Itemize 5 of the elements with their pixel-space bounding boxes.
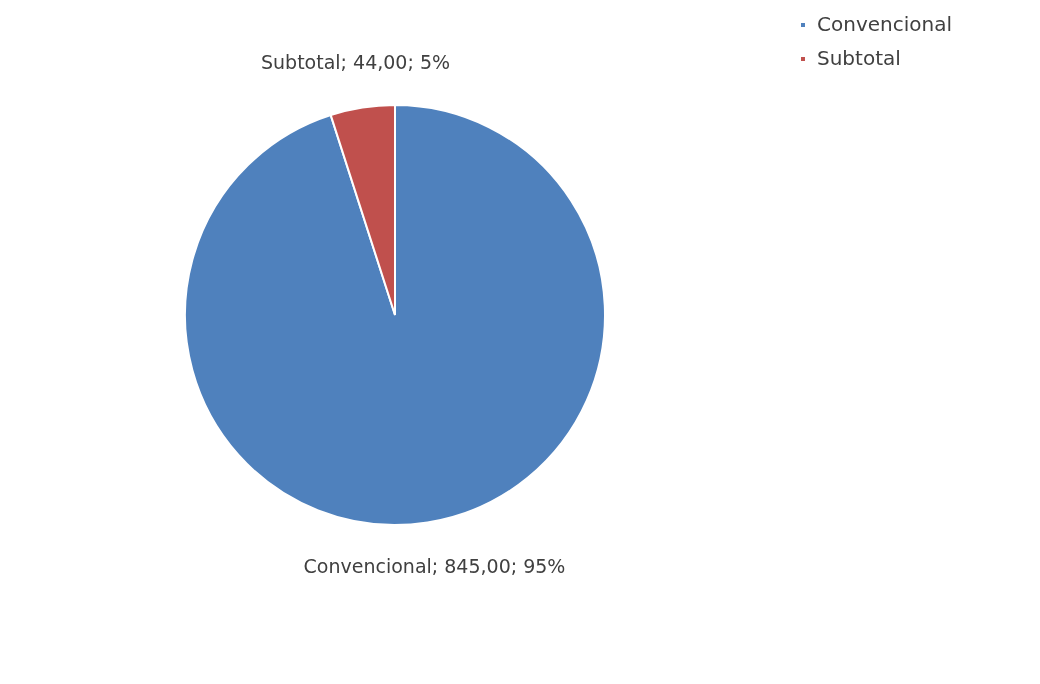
pie-slice [184, 104, 606, 526]
data-label: Convencional; 845,00; 95% [303, 554, 566, 577]
legend-label: Convencional [817, 12, 952, 36]
legend-label: Subtotal [817, 46, 901, 70]
data-label: Subtotal; 44,00; 5% [260, 51, 451, 74]
